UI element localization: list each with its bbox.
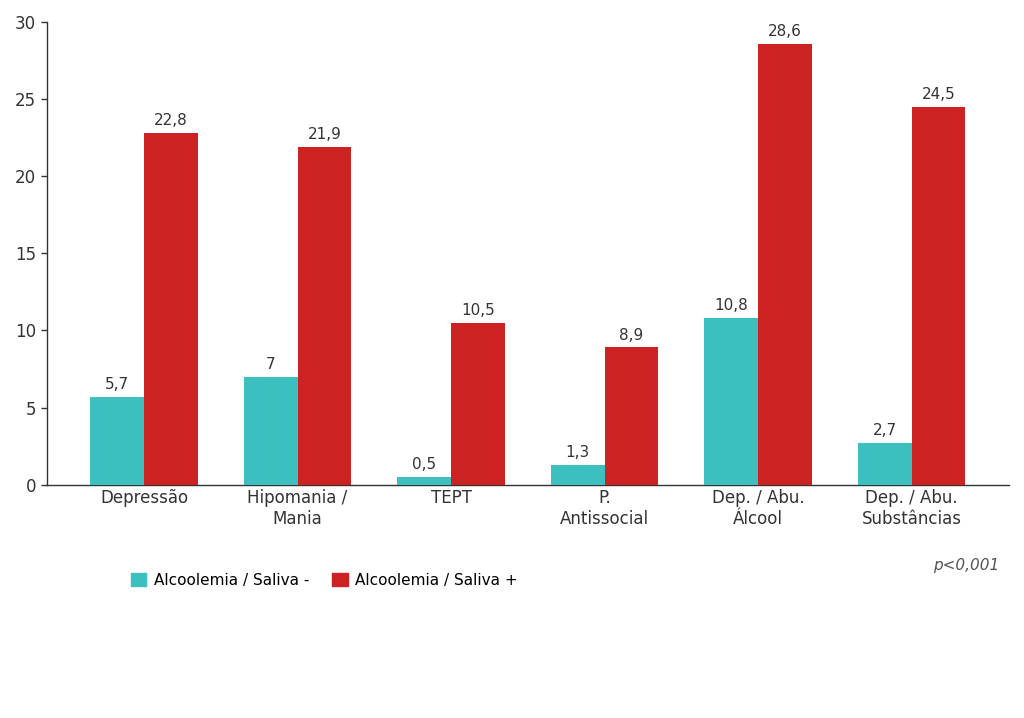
Bar: [858, 443, 911, 485]
Text: 5,7: 5,7: [105, 377, 129, 392]
Text: 0,5: 0,5: [412, 457, 436, 472]
Text: 1,3: 1,3: [565, 445, 590, 460]
Text: 21,9: 21,9: [307, 127, 341, 142]
Bar: [397, 477, 451, 485]
Text: 7: 7: [266, 357, 275, 372]
Text: 8,9: 8,9: [620, 327, 643, 342]
Text: 22,8: 22,8: [154, 113, 187, 129]
Text: 10,5: 10,5: [461, 303, 495, 318]
Bar: [244, 377, 298, 485]
Text: 10,8: 10,8: [715, 299, 749, 314]
Bar: [90, 397, 144, 485]
Bar: [758, 44, 812, 485]
Bar: [451, 322, 505, 485]
Text: p<0,001: p<0,001: [933, 557, 999, 572]
Bar: [551, 465, 604, 485]
Bar: [298, 147, 351, 485]
Bar: [144, 133, 198, 485]
Text: 2,7: 2,7: [872, 424, 897, 439]
Bar: [604, 348, 658, 485]
Text: 24,5: 24,5: [922, 87, 955, 102]
Text: 28,6: 28,6: [768, 24, 802, 39]
Bar: [705, 318, 758, 485]
Legend: Alcoolemia / Saliva -, Alcoolemia / Saliva +: Alcoolemia / Saliva -, Alcoolemia / Sali…: [131, 573, 518, 588]
Bar: [911, 107, 966, 485]
